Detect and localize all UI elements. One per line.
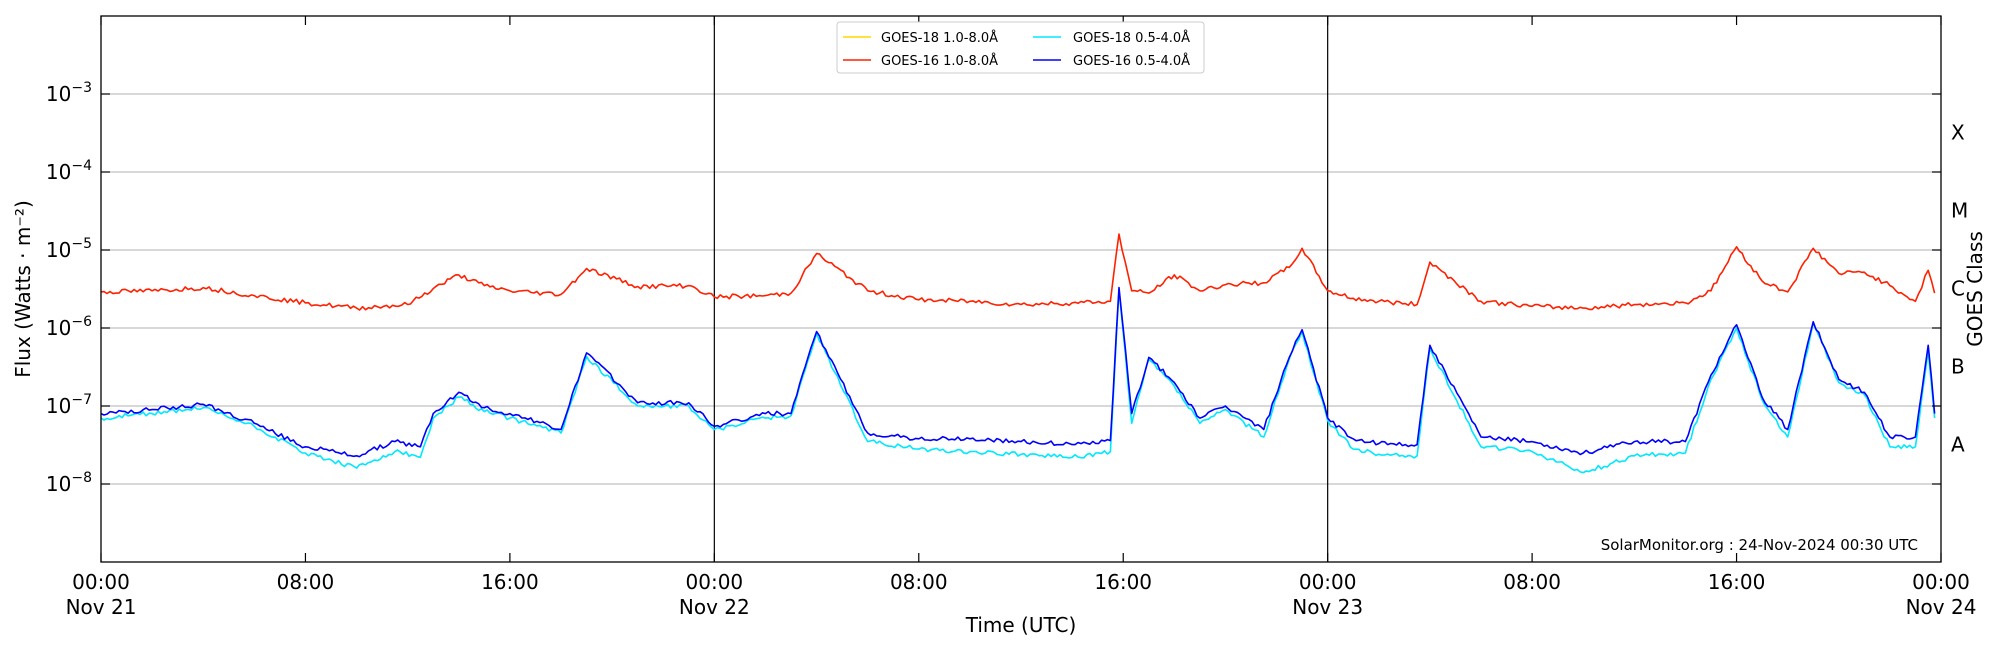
x-tick-label: 00:00 (1912, 570, 1970, 594)
grid (101, 16, 1941, 562)
legend-label: GOES-18 1.0-8.0Å (881, 30, 998, 46)
x-tick-label: 08:00 (1503, 570, 1561, 594)
y-tick-label: 10−8 (46, 470, 92, 496)
x-tick-label: 00:00 (1299, 570, 1357, 594)
legend: GOES-18 1.0-8.0Å GOES-16 1.0-8.0Å GOES-1… (836, 21, 1205, 74)
y-tick-label: 10−6 (46, 314, 92, 340)
x-tick-date-label: Nov 21 (66, 595, 137, 619)
goes-class-label: A (1951, 433, 1965, 457)
goes-class-label: X (1951, 121, 1965, 145)
x-tick-label: 00:00 (686, 570, 744, 594)
x-tick-label: 00:00 (72, 570, 130, 594)
y-axis-title: Flux (Watts · m⁻²) (11, 200, 35, 378)
goes-class-label: C (1951, 277, 1965, 301)
x-tick-label: 08:00 (890, 570, 948, 594)
legend-box (836, 21, 1205, 74)
plot-frame (100, 15, 1942, 563)
legend-label: GOES-16 1.0-8.0Å (881, 53, 998, 69)
x-tick-label: 16:00 (1094, 570, 1152, 594)
credit-text: SolarMonitor.org : 24-Nov-2024 00:30 UTC (1601, 536, 1918, 554)
legend-label: GOES-16 0.5-4.0Å (1073, 53, 1190, 69)
y-tick-label: 10−4 (46, 158, 92, 184)
goes-class-label: M (1951, 199, 1968, 223)
y-tick-label: 10−5 (46, 236, 92, 262)
x-tick-date-label: Nov 23 (1292, 595, 1363, 619)
y-axis-right-title: GOES Class (1963, 231, 1987, 347)
series-line (100, 233, 1936, 311)
legend-label: GOES-18 0.5-4.0Å (1073, 30, 1190, 46)
series-line (100, 288, 1936, 474)
x-tick-label: 16:00 (481, 570, 539, 594)
series-line (100, 286, 1936, 458)
y-tick-label: 10−7 (46, 392, 92, 418)
series-layer (100, 233, 1936, 474)
y-tick-label: 10−3 (46, 80, 92, 106)
x-axis-title: Time (UTC) (965, 613, 1077, 637)
x-tick-date-label: Nov 24 (1906, 595, 1977, 619)
y-axis: 10−8 10−7 10−6 10−5 10−4 10−3 (46, 80, 1941, 496)
x-tick-date-label: Nov 22 (679, 595, 750, 619)
x-tick-label: 08:00 (277, 570, 335, 594)
goes-class-axis: A B C M X (1951, 121, 1968, 457)
x-tick-label: 16:00 (1708, 570, 1766, 594)
goes-class-label: B (1951, 355, 1965, 379)
